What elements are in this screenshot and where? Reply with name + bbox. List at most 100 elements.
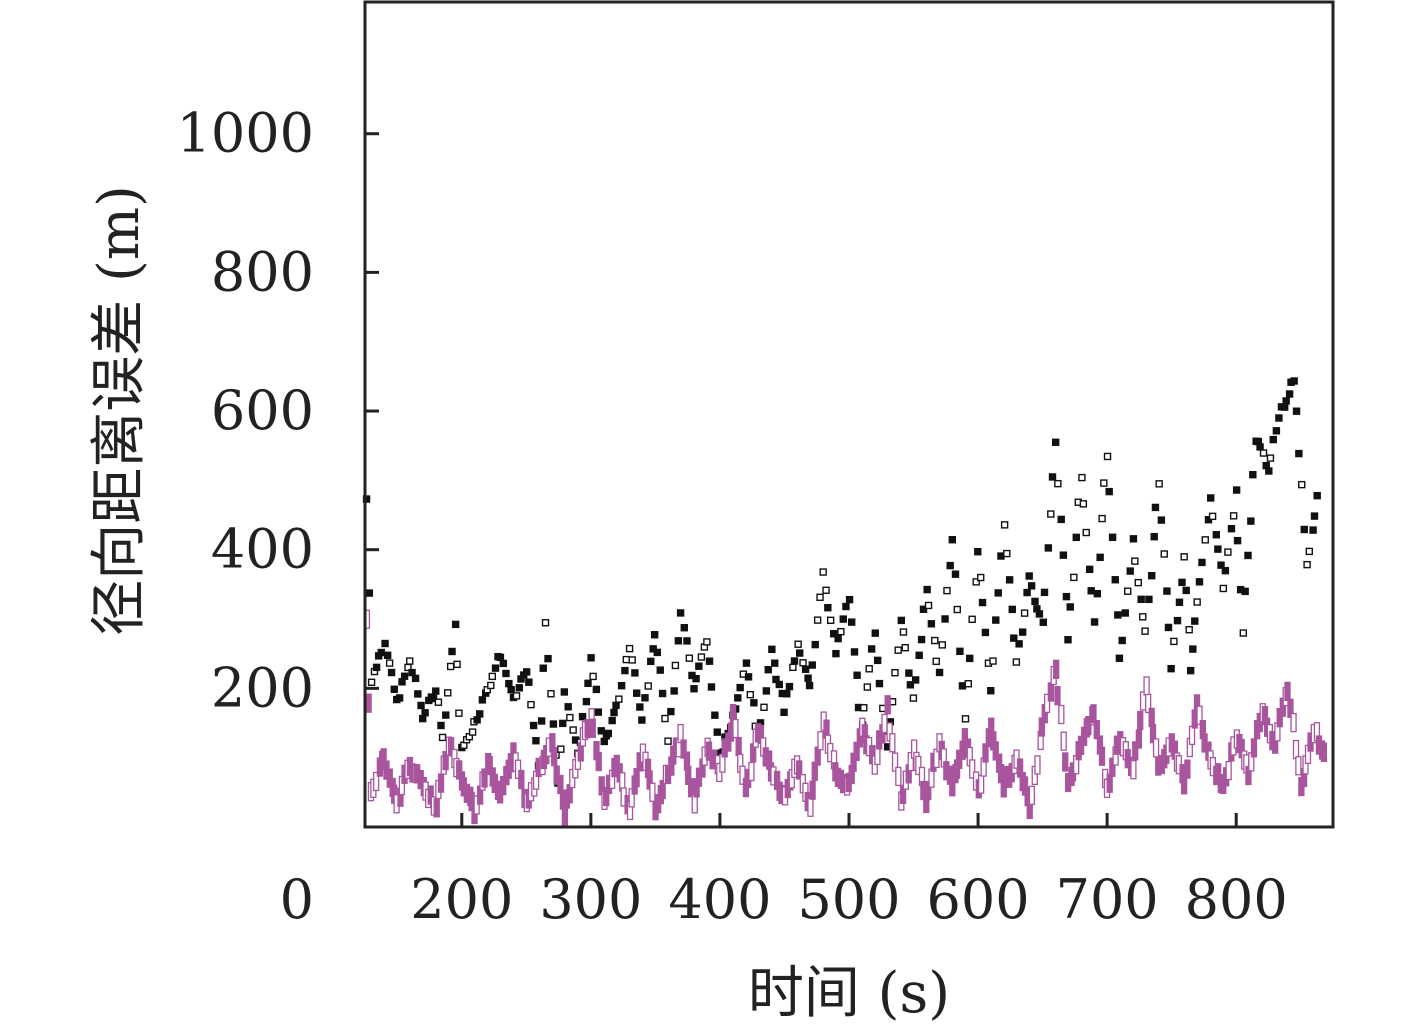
data-point-black xyxy=(1221,566,1230,575)
data-point-black xyxy=(948,536,957,544)
data-point-black xyxy=(1141,627,1149,635)
data-point-black xyxy=(1265,467,1273,475)
data-point-black xyxy=(994,589,1002,597)
data-point-black xyxy=(785,682,794,691)
data-point-black xyxy=(923,585,931,594)
data-point-magenta xyxy=(748,761,755,782)
data-point-black xyxy=(1178,578,1186,587)
data-point-black xyxy=(837,627,845,636)
data-point-black xyxy=(1015,640,1023,648)
data-point-black xyxy=(537,717,546,725)
data-point-magenta xyxy=(949,777,956,797)
data-point-black xyxy=(901,644,909,652)
data-point-magenta xyxy=(889,733,896,753)
data-point-black xyxy=(1229,512,1238,520)
data-point-black xyxy=(931,636,939,645)
data-point-black xyxy=(796,649,804,657)
x-axis-title: 时间 (s) xyxy=(748,961,950,1026)
data-point-black xyxy=(692,674,700,683)
data-point-black xyxy=(943,586,951,595)
data-point-black xyxy=(505,679,513,688)
data-point-black xyxy=(478,696,487,704)
data-point-black xyxy=(1020,609,1029,617)
data-point-black xyxy=(661,714,669,723)
data-point-black xyxy=(905,669,913,677)
data-point-black xyxy=(1150,533,1158,541)
data-point-magenta xyxy=(1152,738,1160,758)
data-point-black xyxy=(1272,427,1281,435)
data-point-black xyxy=(539,664,547,672)
data-point-black xyxy=(829,630,838,638)
data-point-black xyxy=(1290,377,1298,385)
data-point-black xyxy=(1054,479,1062,488)
data-point-black xyxy=(1070,573,1078,582)
x-tick-label: 800 xyxy=(1185,868,1288,931)
x-tick-label: 200 xyxy=(410,868,513,931)
data-point-black xyxy=(1010,634,1018,642)
data-point-black xyxy=(863,683,872,691)
data-point-black xyxy=(444,689,452,697)
data-point-black xyxy=(560,688,569,696)
data-point-black xyxy=(622,655,631,664)
data-point-black xyxy=(1164,623,1173,632)
data-point-black xyxy=(1186,666,1195,675)
data-point-black xyxy=(674,637,683,645)
data-point-black xyxy=(1180,553,1188,561)
data-point-black xyxy=(1121,609,1129,617)
data-point-black xyxy=(667,707,675,716)
data-point-magenta xyxy=(895,766,902,787)
data-point-black xyxy=(966,654,974,663)
data-point-black xyxy=(703,638,711,646)
x-tick-label: 400 xyxy=(668,868,771,931)
data-point-black xyxy=(421,709,429,717)
data-point-black xyxy=(1064,636,1072,644)
x-tick-label: 500 xyxy=(797,868,900,931)
data-point-black xyxy=(395,694,404,702)
data-point-magenta xyxy=(1137,710,1144,731)
data-point-black xyxy=(1008,605,1016,614)
data-point-magenta xyxy=(1250,738,1258,758)
data-point-black xyxy=(805,681,814,690)
data-point-black xyxy=(789,663,797,672)
data-point-magenta xyxy=(1132,741,1139,761)
data-point-black xyxy=(658,689,667,698)
data-point-black xyxy=(938,641,946,649)
data-point-magenta xyxy=(1284,681,1291,702)
data-point-magenta xyxy=(437,773,445,793)
data-point-black xyxy=(987,687,995,695)
data-point-black xyxy=(775,680,784,689)
data-point-black xyxy=(927,620,936,628)
data-point-magenta xyxy=(1225,760,1232,781)
data-point-black xyxy=(589,672,597,681)
data-point-black xyxy=(604,729,612,738)
data-point-black xyxy=(783,690,791,698)
data-point-magenta xyxy=(561,808,569,828)
data-point-black xyxy=(1066,603,1074,611)
data-point-black xyxy=(566,713,574,722)
data-point-magenta xyxy=(1148,707,1155,728)
data-point-black xyxy=(1189,645,1197,653)
data-point-black xyxy=(1219,584,1228,593)
data-point-black xyxy=(1048,473,1057,481)
data-point-black xyxy=(1298,480,1306,489)
data-point-black xyxy=(507,686,515,694)
data-point-black xyxy=(1047,510,1055,518)
data-point-black xyxy=(1087,587,1095,595)
data-point-black xyxy=(1259,449,1268,457)
data-point-black xyxy=(1039,618,1048,626)
data-point-black xyxy=(608,716,616,725)
data-point-magenta xyxy=(1292,739,1300,760)
data-point-black xyxy=(804,674,812,682)
data-point-black xyxy=(680,624,688,632)
data-point-black xyxy=(653,648,662,657)
data-point-black xyxy=(592,685,601,694)
data-point-magenta xyxy=(551,746,558,767)
data-point-black xyxy=(1044,544,1053,552)
data-point-magenta xyxy=(1085,715,1092,736)
data-point-black xyxy=(1108,533,1117,541)
data-point-black xyxy=(911,676,920,684)
data-point-black xyxy=(906,681,915,689)
data-point-black xyxy=(917,635,926,644)
data-point-black xyxy=(636,703,644,711)
data-point-black xyxy=(594,708,603,716)
